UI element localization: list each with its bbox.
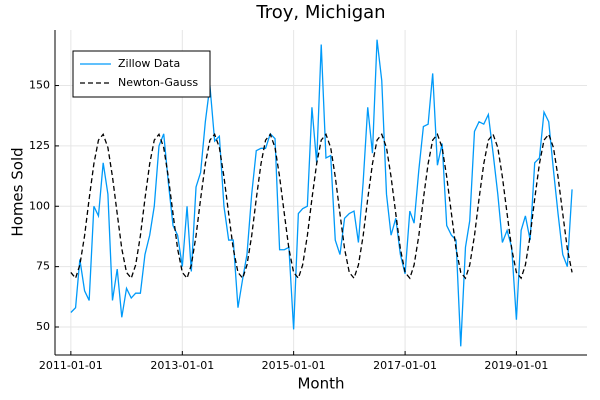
- y-tick-label: 100: [29, 199, 50, 212]
- legend-label: Zillow Data: [118, 57, 180, 70]
- y-tick-label: 50: [36, 320, 50, 333]
- x-tick-label: 2011-01-01: [39, 359, 103, 372]
- x-tick-label: 2017-01-01: [373, 359, 437, 372]
- x-tick-label: 2015-01-01: [262, 359, 326, 372]
- y-axis-label: Homes Sold: [9, 147, 27, 236]
- x-axis-label: Month: [297, 375, 344, 393]
- x-tick-label: 2019-01-01: [484, 359, 548, 372]
- legend-label: Newton-Gauss: [118, 76, 198, 89]
- y-tick-label: 75: [36, 260, 50, 273]
- legend-box: [72, 50, 211, 98]
- chart-title: Troy, Michigan: [255, 2, 385, 23]
- data-line: [70, 39, 573, 347]
- y-tick-label: 150: [29, 79, 50, 92]
- y-tick-label: 125: [29, 139, 50, 152]
- data-line: [70, 133, 573, 280]
- x-tick-label: 2013-01-01: [150, 359, 214, 372]
